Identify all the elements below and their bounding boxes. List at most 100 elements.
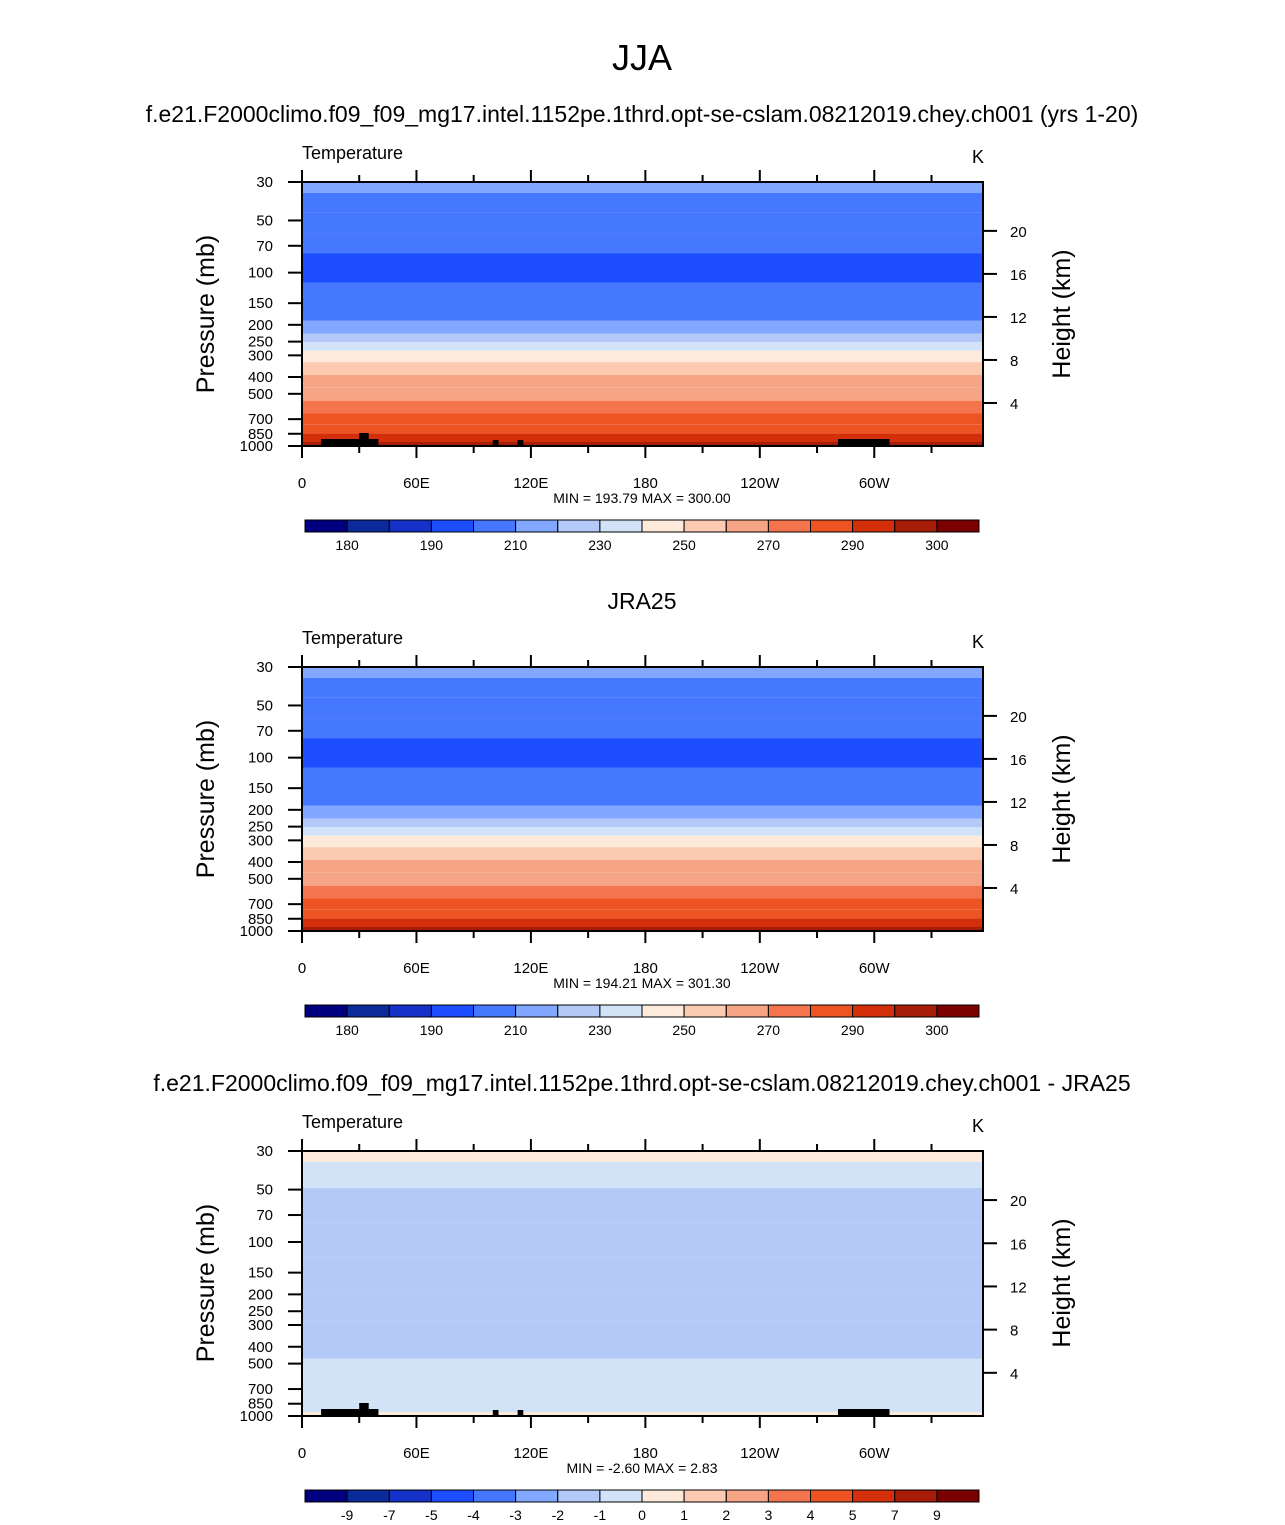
colorbar-label: 290 xyxy=(841,537,865,553)
contour-band xyxy=(302,1257,983,1292)
y-axis-label: Pressure (mb) xyxy=(192,720,220,878)
colorbar-swatch xyxy=(515,1489,559,1503)
contour-band xyxy=(302,374,983,388)
colorbar-swatch xyxy=(430,1489,474,1503)
y-tick-label: 250 xyxy=(248,1303,273,1320)
panel-difference: f.e21.F2000climo.f09_f09_mg17.intel.1152… xyxy=(153,1070,1130,1523)
x-tick-label: 120W xyxy=(740,960,780,977)
x-tick-label: 180 xyxy=(633,1445,658,1462)
panel-observation: JRA25 Temperature K Pressure (mb) Height… xyxy=(192,588,1076,1038)
colorbar-swatch xyxy=(557,519,601,533)
y2-tick-label: 4 xyxy=(1010,1366,1018,1383)
colorbar-label: 250 xyxy=(672,537,696,553)
colorbar-swatch xyxy=(767,519,812,533)
colorbar-swatch xyxy=(304,1004,348,1018)
y-tick-label: 30 xyxy=(256,659,273,676)
colorbar-label: 270 xyxy=(757,537,781,553)
x-tick-label: 0 xyxy=(298,960,306,977)
y2-axis-label: Height (km) xyxy=(1048,734,1076,863)
contour-band xyxy=(302,872,983,886)
colorbar-swatch xyxy=(641,1004,685,1018)
y-axis-label: Pressure (mb) xyxy=(192,235,220,393)
y2-axis-label: Height (km) xyxy=(1048,249,1076,378)
colorbar-swatch xyxy=(936,519,980,533)
y-axis-label: Pressure (mb) xyxy=(192,1204,220,1362)
contour-band xyxy=(302,927,983,931)
y2-tick-label: 12 xyxy=(1010,795,1027,812)
topography-mask xyxy=(321,439,379,446)
colorbar-swatch xyxy=(430,519,474,533)
y2-tick-label: 16 xyxy=(1010,267,1027,284)
contour-band xyxy=(302,847,983,860)
colorbar-label: 300 xyxy=(925,537,949,553)
stats-label: MIN = 193.79 MAX = 300.00 xyxy=(553,490,731,506)
contour-band xyxy=(302,266,983,283)
colorbar-label: 3 xyxy=(765,1507,773,1523)
y2-tick-label: 4 xyxy=(1010,881,1018,898)
contour-band xyxy=(302,909,983,919)
y-tick-label: 400 xyxy=(248,1339,273,1356)
x-tick-label: 60E xyxy=(403,960,430,977)
colorbar-swatch xyxy=(810,519,854,533)
colorbar-swatch xyxy=(683,1004,727,1018)
colorbar-swatch xyxy=(810,1489,854,1503)
contour-band xyxy=(302,342,983,351)
colorbar-swatch xyxy=(767,1489,812,1503)
colorbar-swatch xyxy=(683,1489,727,1503)
y-tick-label: 300 xyxy=(248,832,273,849)
contour-band xyxy=(302,1151,983,1162)
colorbar-swatch xyxy=(430,1004,474,1018)
colorbar-label: 180 xyxy=(335,537,359,553)
colorbar-label: 2 xyxy=(722,1507,730,1523)
x-tick-label: 120E xyxy=(513,1445,548,1462)
colorbar-label: -7 xyxy=(383,1507,396,1523)
right-label: K xyxy=(972,1116,984,1136)
colorbar-swatch xyxy=(641,1489,685,1503)
colorbar-label: -9 xyxy=(341,1507,354,1523)
y-tick-label: 100 xyxy=(248,265,273,282)
contour-band xyxy=(302,182,983,193)
y2-tick-label: 8 xyxy=(1010,353,1018,370)
contour-band xyxy=(302,433,983,442)
colorbar-swatch xyxy=(894,1004,938,1018)
y-tick-label: 30 xyxy=(256,1143,273,1160)
colorbar-swatch xyxy=(304,1489,348,1503)
left-label: Temperature xyxy=(302,143,403,163)
right-label: K xyxy=(972,632,984,652)
y-tick-label: 70 xyxy=(256,1207,273,1224)
topography-mask xyxy=(492,1410,499,1416)
colorbar-label: 4 xyxy=(807,1507,815,1523)
colorbar-label: -5 xyxy=(425,1507,438,1523)
y-tick-label: 200 xyxy=(248,1286,273,1303)
contour-band xyxy=(302,320,983,334)
colorbar-swatch xyxy=(852,1489,896,1503)
contour-band xyxy=(302,805,983,819)
y-tick-label: 70 xyxy=(256,238,273,255)
y-tick-label: 400 xyxy=(248,854,273,871)
colorbar-label: 210 xyxy=(504,537,528,553)
colorbar-swatch xyxy=(346,519,390,533)
y2-tick-label: 20 xyxy=(1010,224,1027,241)
y2-axis-label: Height (km) xyxy=(1048,1218,1076,1347)
colorbar-swatch xyxy=(346,1004,390,1018)
panel-title: JRA25 xyxy=(607,588,676,614)
contour-band xyxy=(302,859,983,873)
contour-band xyxy=(302,253,983,267)
y-tick-label: 100 xyxy=(248,1234,273,1251)
colorbar-label: 250 xyxy=(672,1022,696,1038)
colorbar-swatch xyxy=(473,1489,517,1503)
contour-band xyxy=(302,350,983,363)
y-tick-label: 200 xyxy=(248,317,273,334)
colorbar-label: 290 xyxy=(841,1022,865,1038)
topography-mask xyxy=(838,1409,890,1416)
y-tick-label: 300 xyxy=(248,1317,273,1334)
contour-band xyxy=(302,738,983,752)
colorbar-label: 1 xyxy=(680,1507,688,1523)
colorbar-label: 270 xyxy=(757,1022,781,1038)
y2-tick-label: 16 xyxy=(1010,1236,1027,1253)
y-tick-label: 500 xyxy=(248,871,273,888)
contour-band xyxy=(302,1188,983,1223)
